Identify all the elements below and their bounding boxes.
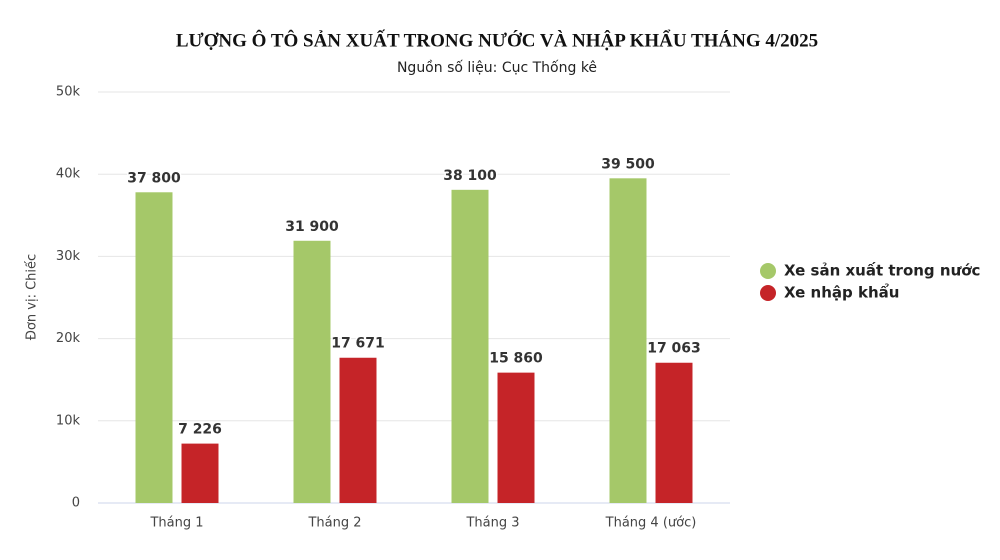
- y-tick-label: 10k: [56, 413, 81, 428]
- y-axis-label: Đơn vị: Chiếc: [25, 254, 40, 340]
- y-tick-label: 0: [72, 496, 80, 511]
- bar: [497, 372, 535, 503]
- legend-label: Xe nhập khẩu: [784, 283, 899, 302]
- chart-title: LƯỢNG Ô TÔ SẢN XUẤT TRONG NƯỚC VÀ NHẬP K…: [176, 29, 818, 51]
- y-tick-label: 40k: [56, 167, 81, 182]
- y-tick-label: 20k: [56, 331, 81, 346]
- value-label: 31 900: [285, 219, 339, 235]
- bar: [135, 192, 173, 503]
- legend-label: Xe sản xuất trong nước: [784, 262, 980, 280]
- value-label: 15 860: [489, 351, 543, 367]
- value-label: 39 500: [601, 156, 655, 172]
- value-label: 17 063: [647, 341, 701, 357]
- value-label: 37 800: [127, 170, 181, 186]
- y-tick-label: 30k: [56, 249, 81, 264]
- bar: [181, 443, 219, 503]
- value-label: 38 100: [443, 168, 497, 184]
- value-label: 7 226: [178, 422, 222, 438]
- x-tick-label: Tháng 3: [465, 516, 519, 531]
- legend-marker: [760, 285, 776, 301]
- chart-subtitle: Nguồn số liệu: Cục Thống kê: [397, 59, 597, 76]
- bar: [655, 362, 693, 503]
- y-tick-label: 50k: [56, 85, 81, 100]
- x-tick-label: Tháng 2: [307, 516, 361, 531]
- value-label: 17 671: [331, 336, 385, 352]
- bar: [609, 178, 647, 503]
- bar: [451, 189, 489, 503]
- bar: [293, 240, 331, 504]
- bar: [339, 357, 377, 503]
- legend-marker: [760, 263, 776, 279]
- x-tick-label: Tháng 4 (ước): [605, 516, 697, 531]
- x-tick-label: Tháng 1: [149, 516, 203, 531]
